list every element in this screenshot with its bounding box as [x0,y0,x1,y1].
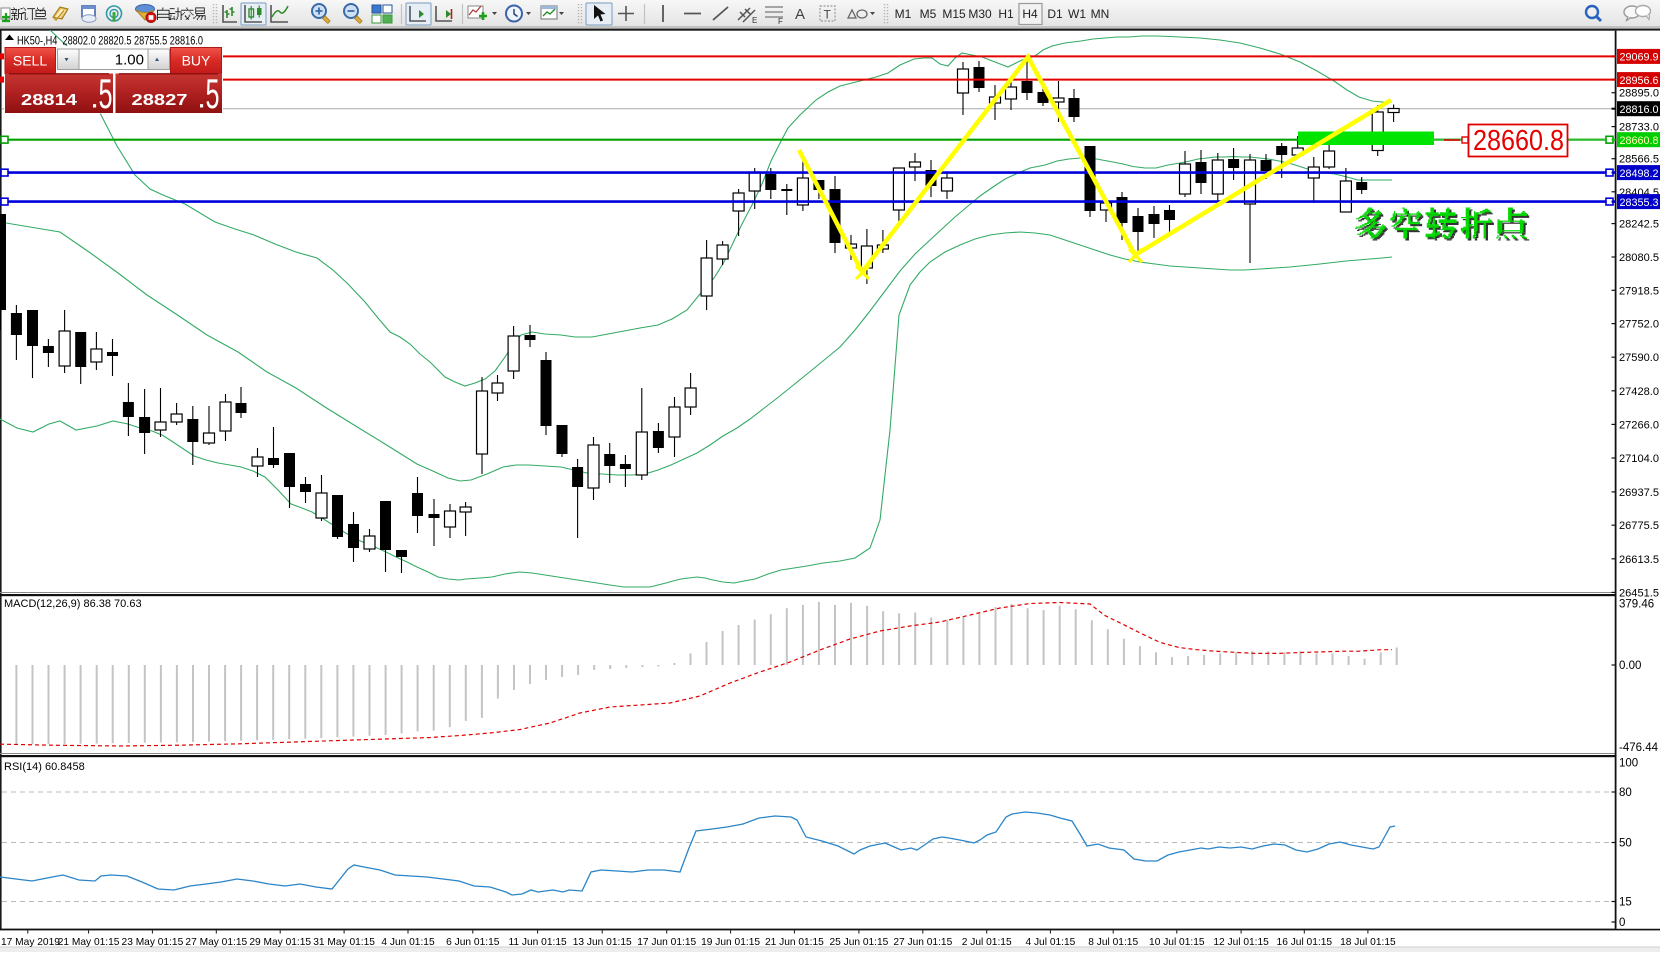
svg-text:17 Jun 01:15: 17 Jun 01:15 [637,937,696,948]
svg-text:27104.0: 27104.0 [1619,453,1659,465]
svg-text:5: 5 [206,72,220,118]
svg-text:28733.0: 28733.0 [1619,122,1659,134]
svg-text:E: E [752,16,757,25]
svg-text:28566.5: 28566.5 [1619,154,1659,166]
svg-text:28498.2: 28498.2 [1620,168,1659,180]
svg-text:28956.6: 28956.6 [1620,75,1659,87]
svg-text:28895.0: 28895.0 [1619,88,1659,100]
svg-text:0.00: 0.00 [1619,660,1641,672]
svg-text:2 Jul 01:15: 2 Jul 01:15 [962,937,1012,948]
svg-text:H1: H1 [998,7,1014,21]
svg-text:6 Jun 01:15: 6 Jun 01:15 [446,937,500,948]
svg-text:13 Jun 01:15: 13 Jun 01:15 [573,937,632,948]
svg-text:379.46: 379.46 [1619,599,1654,611]
svg-text:5: 5 [99,72,113,118]
svg-text:31 May 01:15: 31 May 01:15 [313,937,375,948]
svg-text:T: T [824,8,832,22]
svg-text:27266.0: 27266.0 [1619,419,1659,431]
svg-text:MACD(12,26,9) 86.38 70.63: MACD(12,26,9) 86.38 70.63 [4,598,142,610]
svg-text:29069.9: 29069.9 [1620,52,1659,64]
svg-text:23 May 01:15: 23 May 01:15 [122,937,184,948]
svg-text:BUY: BUY [182,53,211,69]
svg-text:A: A [795,6,805,23]
svg-text:M30: M30 [968,7,992,21]
svg-text:27 Jun 01:15: 27 Jun 01:15 [893,937,952,948]
svg-text:8 Jul 01:15: 8 Jul 01:15 [1088,937,1138,948]
svg-text:25 Jun 01:15: 25 Jun 01:15 [829,937,888,948]
svg-text:12 Jul 01:15: 12 Jul 01:15 [1213,937,1269,948]
svg-text:27918.5: 27918.5 [1619,285,1659,297]
svg-text:.: . [92,88,98,113]
svg-text:27590.0: 27590.0 [1619,352,1659,364]
svg-text:SELL: SELL [13,53,47,69]
svg-text:19 Jun 01:15: 19 Jun 01:15 [701,937,760,948]
svg-text:27752.0: 27752.0 [1619,319,1659,331]
svg-text:28816.0: 28816.0 [1620,104,1659,116]
svg-text:H4: H4 [1022,7,1038,21]
svg-text:50: 50 [1619,838,1632,850]
svg-text:M1: M1 [895,7,912,21]
svg-text:21 May 01:15: 21 May 01:15 [58,937,120,948]
svg-text:4 Jul 01:15: 4 Jul 01:15 [1025,937,1075,948]
svg-text:80: 80 [1619,787,1632,799]
svg-text:17 May 2019: 17 May 2019 [1,937,60,948]
svg-text:28355.3: 28355.3 [1620,197,1659,209]
svg-text:11 Jun 01:15: 11 Jun 01:15 [509,937,567,948]
svg-text:16 Jul 01:15: 16 Jul 01:15 [1277,937,1333,948]
svg-text:28814: 28814 [21,92,77,109]
svg-text:29 May 01:15: 29 May 01:15 [249,937,311,948]
svg-text:D1: D1 [1047,7,1063,21]
svg-text:M5: M5 [920,7,937,21]
svg-text:RSI(14) 60.8458: RSI(14) 60.8458 [4,761,85,773]
svg-text:0: 0 [1619,917,1625,929]
svg-text:28242.5: 28242.5 [1619,219,1659,231]
svg-text:28080.5: 28080.5 [1619,252,1659,264]
svg-text:MN: MN [1091,7,1110,21]
svg-text:100: 100 [1619,758,1638,770]
svg-text:26613.5: 26613.5 [1619,554,1659,566]
svg-text:4 Jun 01:15: 4 Jun 01:15 [381,937,435,948]
svg-text:.: . [199,88,205,113]
svg-text:M15: M15 [942,7,966,21]
svg-text:21 Jun 01:15: 21 Jun 01:15 [765,937,824,948]
svg-text:26937.5: 26937.5 [1619,487,1659,499]
svg-text:28660.8: 28660.8 [1473,125,1564,157]
svg-text:-476.44: -476.44 [1619,742,1659,754]
svg-text:W1: W1 [1068,7,1086,21]
svg-text:28660.8: 28660.8 [1620,135,1659,147]
svg-text:18 Jul 01:15: 18 Jul 01:15 [1340,937,1396,948]
svg-text:15: 15 [1619,897,1632,909]
svg-text:1.00: 1.00 [115,52,144,69]
svg-text:F: F [778,17,783,26]
svg-text:26775.5: 26775.5 [1619,520,1659,532]
svg-text:10 Jul 01:15: 10 Jul 01:15 [1149,937,1205,948]
svg-text:HK50-,H4 28802.0 28820.5 2875: HK50-,H4 28802.0 28820.5 28755.5 28816.0 [17,34,203,48]
svg-text:27428.0: 27428.0 [1619,386,1659,398]
svg-text:27 May 01:15: 27 May 01:15 [185,937,247,948]
svg-text:28827: 28827 [132,92,188,109]
